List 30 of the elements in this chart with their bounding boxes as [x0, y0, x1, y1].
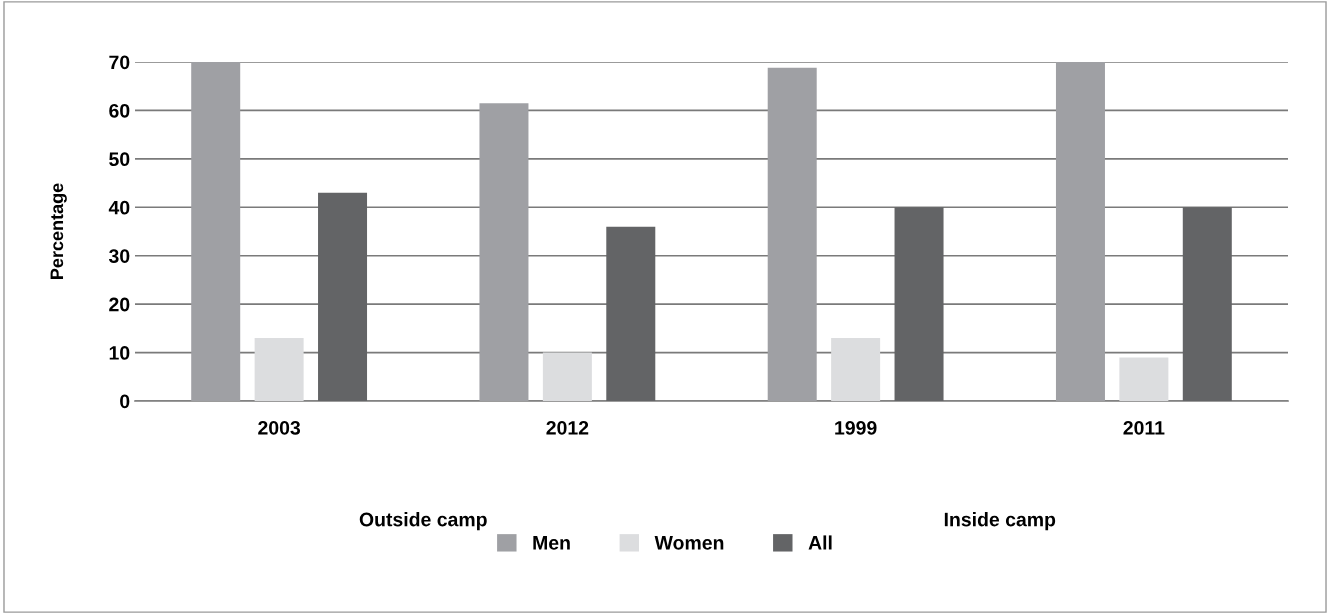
text: Outside camp — [359, 512, 487, 531]
text: Inside camp — [944, 512, 1056, 531]
bar — [767, 67, 817, 401]
y-tick-label: 60 — [109, 103, 130, 118]
bar — [831, 338, 881, 401]
legend-label: Women — [654, 536, 724, 550]
x-tick-label: 2011 — [1123, 420, 1165, 435]
bar — [542, 352, 592, 401]
bar — [1182, 207, 1232, 401]
legend-label: All — [808, 535, 832, 550]
y-axis-title: Percentage — [50, 183, 67, 279]
bar — [1119, 357, 1169, 401]
bar — [894, 207, 944, 401]
x-tick-label: 2012 — [546, 420, 589, 435]
legend-label: Men — [533, 536, 570, 550]
x-tick-label: 1999 — [835, 420, 877, 435]
bar — [479, 103, 529, 401]
x-tick-label: 2003 — [258, 420, 301, 435]
y-tick-label: 70 — [109, 55, 130, 70]
y-tick-label: 10 — [109, 346, 130, 360]
y-tick-label: 20 — [109, 297, 130, 312]
bar — [318, 192, 368, 401]
y-tick-label: 50 — [109, 152, 130, 167]
y-tick-label: 40 — [108, 200, 130, 215]
bar — [606, 226, 656, 401]
y-tick-label: 0 — [120, 394, 130, 409]
bar — [191, 62, 241, 401]
bar — [254, 338, 304, 401]
bar — [1055, 62, 1105, 401]
y-tick-label: 30 — [108, 249, 130, 263]
